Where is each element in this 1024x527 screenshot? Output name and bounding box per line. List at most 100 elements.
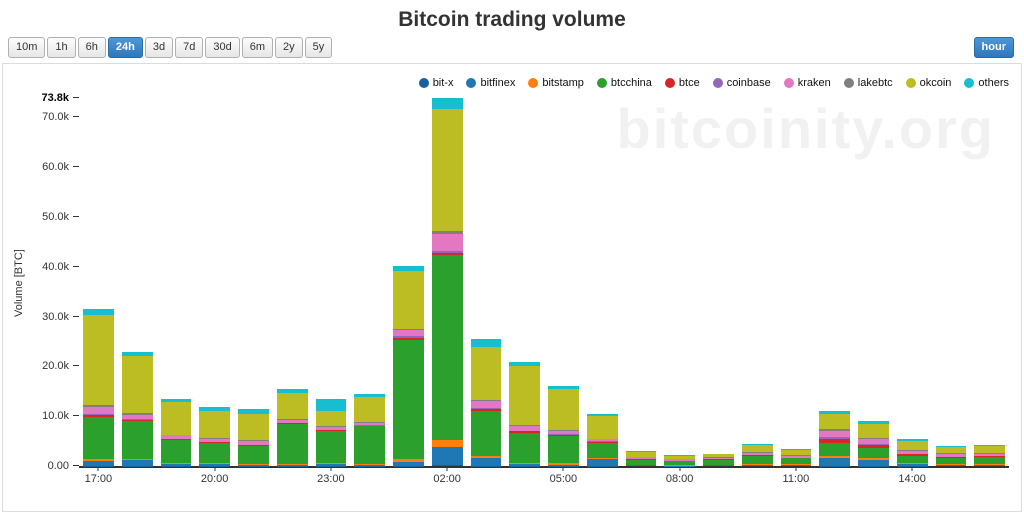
bar-segment-btcchina <box>316 431 347 463</box>
x-tick-mark <box>447 466 448 471</box>
bar-segment-btcchina <box>471 411 502 456</box>
legend-label: btce <box>679 77 700 89</box>
bar-segment-others <box>316 399 347 411</box>
legend-dot-bitfinex <box>466 78 476 88</box>
bar-segment-kraken <box>83 407 114 414</box>
bar-19:00[interactable] <box>161 98 192 466</box>
legend-item-lakebtc[interactable]: lakebtc <box>844 77 893 89</box>
bar-segment-btcchina <box>354 426 385 463</box>
legend-label: bit-x <box>433 77 454 89</box>
bar-segment-okcoin <box>819 414 850 429</box>
bar-21:00[interactable] <box>238 98 269 466</box>
legend-item-others[interactable]: others <box>964 77 1009 89</box>
time-range-button-5y[interactable]: 5y <box>305 37 333 58</box>
legend-item-btcchina[interactable]: btcchina <box>597 77 652 89</box>
y-tick-label: 10.0k <box>42 410 69 422</box>
x-tick-mark <box>679 466 680 471</box>
legend-item-bitfinex[interactable]: bitfinex <box>466 77 515 89</box>
bar-segment-okcoin <box>897 441 928 450</box>
legend-item-coinbase[interactable]: coinbase <box>713 77 771 89</box>
bar-segment-btcchina <box>83 417 114 459</box>
bar-10:00[interactable] <box>742 98 773 466</box>
time-range-button-24h[interactable]: 24h <box>108 37 143 58</box>
bar-17:00[interactable] <box>83 98 114 466</box>
bar-12:00[interactable] <box>819 98 850 466</box>
bar-segment-okcoin <box>161 402 192 434</box>
time-range-button-30d[interactable]: 30d <box>205 37 239 58</box>
bar-13:00[interactable] <box>858 98 889 466</box>
x-tick-label: 17:00 <box>85 473 113 485</box>
y-tick-label: 60.0k <box>42 161 69 173</box>
bar-03:00[interactable] <box>471 98 502 466</box>
bar-18:00[interactable] <box>122 98 153 466</box>
bar-segment-btcchina <box>432 255 463 439</box>
bar-07:00[interactable] <box>626 98 657 466</box>
y-tick-label: 73.8k <box>41 92 69 104</box>
bar-04:00[interactable] <box>509 98 540 466</box>
bar-segment-okcoin <box>83 315 114 405</box>
bar-segment-okcoin <box>354 397 385 422</box>
x-tick-mark <box>98 466 99 471</box>
bar-segment-okcoin <box>548 389 579 430</box>
bar-segment-okcoin <box>858 424 889 438</box>
time-range-button-1h[interactable]: 1h <box>47 37 75 58</box>
legend-label: kraken <box>798 77 831 89</box>
interval-hour-button[interactable]: hour <box>974 37 1014 58</box>
time-range-button-3d[interactable]: 3d <box>145 37 173 58</box>
page-title: Bitcoin trading volume <box>0 8 1024 32</box>
time-range-button-2y[interactable]: 2y <box>275 37 303 58</box>
bar-20:00[interactable] <box>199 98 230 466</box>
bar-15:00[interactable] <box>936 98 967 466</box>
y-tick-label: 40.0k <box>42 261 69 273</box>
legend-dot-btcchina <box>597 78 607 88</box>
legend-label: others <box>978 77 1009 89</box>
bar-segment-btcchina <box>897 456 928 463</box>
bar-segment-btcchina <box>122 421 153 458</box>
bar-23:00[interactable] <box>316 98 347 466</box>
x-tick-label: 11:00 <box>783 473 810 485</box>
legend-item-bitstamp[interactable]: bitstamp <box>528 77 584 89</box>
bar-segment-others <box>432 98 463 109</box>
bar-segment-okcoin <box>471 347 502 399</box>
legend-label: bitfinex <box>480 77 515 89</box>
bar-segment-btcchina <box>509 433 540 463</box>
bar-segment-okcoin <box>199 411 230 438</box>
bar-14:00[interactable] <box>897 98 928 466</box>
bar-segment-kraken <box>432 234 463 251</box>
bar-08:00[interactable] <box>664 98 695 466</box>
bar-16:00[interactable] <box>974 98 1005 466</box>
y-tick-label: 0.00 <box>48 460 69 472</box>
bar-segment-okcoin <box>316 411 347 426</box>
time-range-button-10m[interactable]: 10m <box>8 37 45 58</box>
y-tick-label: 70.0k <box>42 111 69 123</box>
x-tick-label: 05:00 <box>550 473 578 485</box>
bar-22:00[interactable] <box>277 98 308 466</box>
legend-label: btcchina <box>611 77 652 89</box>
bar-segment-okcoin <box>509 366 540 425</box>
legend-item-bit-x[interactable]: bit-x <box>419 77 454 89</box>
time-range-button-6h[interactable]: 6h <box>78 37 106 58</box>
bar-segment-okcoin <box>432 109 463 231</box>
bar-segment-btcchina <box>742 456 773 463</box>
legend-dot-coinbase <box>713 78 723 88</box>
time-range-button-7d[interactable]: 7d <box>175 37 203 58</box>
bar-segment-others <box>471 339 502 347</box>
bar-02:00[interactable] <box>432 98 463 466</box>
bar-05:00[interactable] <box>548 98 579 466</box>
legend-dot-lakebtc <box>844 78 854 88</box>
legend-item-kraken[interactable]: kraken <box>784 77 831 89</box>
bar-segment-bitstamp <box>432 440 463 447</box>
bar-00:00[interactable] <box>354 98 385 466</box>
legend-item-btce[interactable]: btce <box>665 77 700 89</box>
bar-06:00[interactable] <box>587 98 618 466</box>
bar-11:00[interactable] <box>781 98 812 466</box>
bar-09:00[interactable] <box>703 98 734 466</box>
legend-item-okcoin[interactable]: okcoin <box>906 77 952 89</box>
y-tick-label: 20.0k <box>42 360 69 372</box>
x-tick-label: 23:00 <box>317 473 345 485</box>
bar-segment-btcchina <box>238 446 269 463</box>
time-range-button-6m[interactable]: 6m <box>242 37 273 58</box>
bar-01:00[interactable] <box>393 98 424 466</box>
chart-legend: bit-x bitfinex bitstamp btcchina btce coinbas… <box>419 77 1009 89</box>
